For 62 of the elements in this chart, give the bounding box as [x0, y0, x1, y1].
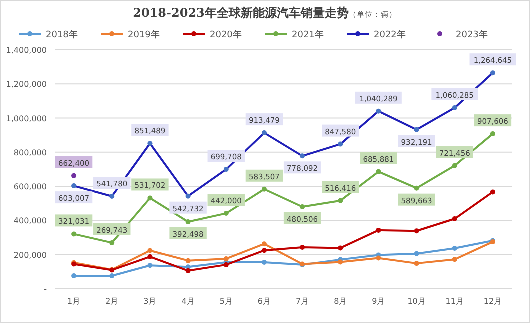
point — [262, 186, 267, 192]
point — [452, 163, 458, 168]
x-tick-label: 7月 — [296, 297, 310, 306]
point — [338, 198, 344, 204]
point — [490, 132, 496, 137]
point — [414, 251, 420, 256]
point — [148, 196, 153, 201]
x-tick-label: 11月 — [446, 297, 464, 306]
x-tick-label: 6月 — [258, 297, 272, 306]
y-tick-label: 200,000 — [14, 250, 47, 260]
legend-label: 2021年 — [292, 30, 324, 40]
point — [452, 216, 458, 222]
point — [452, 246, 458, 252]
x-tick-label: 12月 — [484, 297, 502, 306]
legend-label: 2019年 — [128, 30, 160, 40]
point — [148, 248, 153, 254]
y-tick-label: 1,400,000 — [6, 46, 47, 55]
point — [300, 204, 306, 210]
point — [338, 260, 344, 265]
x-tick-label: 1月 — [67, 297, 81, 306]
point — [300, 245, 306, 250]
x-tick-label: 2月 — [106, 297, 119, 306]
y-tick-label: 800,000 — [14, 148, 47, 158]
point — [376, 256, 382, 261]
y-tick-label: 600,000 — [14, 182, 47, 192]
x-tick-label: 8月 — [334, 297, 348, 306]
point — [72, 173, 77, 178]
point — [414, 228, 420, 234]
y-tick-label: 1,000,000 — [6, 114, 47, 124]
point — [376, 228, 382, 233]
point — [262, 248, 267, 254]
point — [338, 246, 344, 251]
point — [414, 261, 420, 266]
point — [224, 211, 229, 216]
point — [414, 186, 420, 191]
point — [148, 263, 153, 268]
legend-label: 2023年 — [456, 30, 488, 40]
point — [110, 240, 115, 246]
point — [490, 190, 496, 195]
point — [72, 232, 77, 237]
point — [186, 258, 191, 264]
legend-label: 2020年 — [210, 30, 242, 40]
x-tick-label: 10月 — [408, 297, 426, 306]
point — [186, 268, 191, 274]
y-tick-label: 1,200,000 — [6, 80, 47, 90]
x-tick-label: 5月 — [220, 297, 233, 306]
y-tick-label: 400,000 — [14, 216, 47, 226]
x-tick-label: 3月 — [144, 297, 157, 306]
legend-label: 2018年 — [46, 30, 78, 40]
point — [110, 274, 115, 279]
point — [186, 219, 191, 224]
point — [452, 257, 458, 262]
point — [72, 274, 77, 279]
legend-label: 2022年 — [374, 30, 406, 40]
x-tick-label: 4月 — [182, 297, 195, 306]
y-tick-label: - — [44, 285, 48, 294]
point — [376, 169, 382, 174]
x-tick-label: 9月 — [372, 297, 386, 306]
point — [224, 256, 229, 262]
point — [148, 254, 153, 260]
point — [262, 242, 267, 247]
point — [262, 260, 267, 266]
